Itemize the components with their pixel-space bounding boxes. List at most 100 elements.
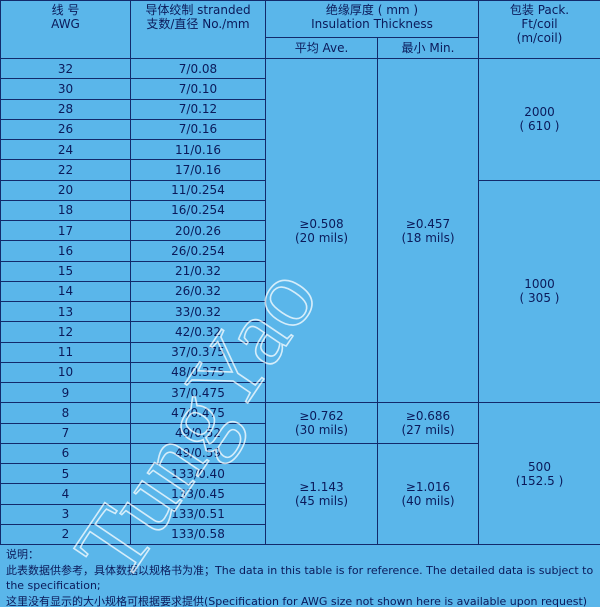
data-row: 9 37/0.475 [0,381,600,404]
cell-text: 9 [61,385,70,400]
cell-line: ≥0.686 [405,409,451,423]
stranded-cell: 33/0.32 [130,300,266,323]
stranded-cell: 20/0.26 [130,219,266,242]
cell-text: 6 [61,446,70,461]
cell-text: 37/0.475 [171,385,225,400]
cell-text: 10 [57,365,74,380]
cell-line: (18 mils) [401,230,455,245]
cell-line: 支数/直径 No./mm [146,17,250,31]
cell-line: ≥0.457 [405,216,451,231]
awg-cell: 24 [0,138,131,161]
cell-text: 16/0.254 [171,203,225,218]
cell-text: 7 [61,426,70,441]
cell-text: 49/0.52 [174,426,222,441]
data-row: 16 26/0.254 [0,240,600,262]
awg-cell: 5 [0,462,131,485]
awg-cell: 28 [0,98,131,120]
ave-cell: ≥0.508 (20 mils) [265,57,378,404]
cell-line: ( 305 ) [519,291,560,306]
data-row: 12 42/0.32 [0,321,600,343]
header-cell: 平均 Ave. [265,37,378,59]
cell-text: 42/0.32 [174,324,222,339]
stranded-cell: 17/0.16 [130,159,266,181]
cell-line: (45 mils) [294,493,349,508]
cell-text: 15 [57,264,74,279]
awg-cell: 3 [0,503,131,525]
stranded-cell: 7/0.16 [130,118,266,141]
cell-text: 7/0.08 [178,61,218,76]
data-row: 20 11/0.254 1000( 305 ) [0,179,600,404]
cell-text: 11/0.254 [171,183,225,198]
cell-line: 线 号 [51,3,80,17]
awg-cell: 16 [0,240,131,262]
data-row: 32 7/0.08 ≥0.508 (20 mils) ≥0.457 (18 mils) 20… [0,57,600,404]
cell-text: 24 [57,142,74,157]
cell-line: (30 mils) [294,423,349,437]
cell-line: ≥0.508 [299,216,344,231]
cell-line: 1000 [524,277,555,292]
data-row: 11 37/0.375 [0,341,600,363]
cell-text: 133/0.58 [171,527,225,542]
cell-text: 133/0.45 [171,486,225,501]
awg-cell: 26 [0,118,131,141]
cell-line: Insulation Thickness [311,17,433,31]
data-row: 14 26/0.32 [0,280,600,303]
cell-line: 导体绞制 stranded [145,3,251,17]
stranded-cell: 133/0.51 [130,503,266,525]
awg-cell: 10 [0,361,131,384]
cell-text: 26/0.32 [174,284,222,299]
cell-text: 7/0.12 [178,102,218,117]
pack-cell: 2000( 610 ) [478,58,600,181]
cell-text: 16 [57,243,74,258]
data-row: 24 11/0.16 [0,138,600,161]
cell-line: ≥1.143 [299,479,344,494]
cell-line: 包装 Pack. [509,3,570,17]
cell-line: ≥1.016 [405,479,451,494]
stranded-cell: 26/0.254 [130,240,266,262]
cell-text: 28 [57,102,74,117]
stranded-cell: 133/0.45 [130,483,266,505]
stranded-cell: 7/0.08 [130,57,266,80]
stranded-cell: 37/0.475 [130,381,266,404]
header-cell: 导体绞制 stranded 支数/直径 No./mm [130,0,266,59]
cell-text: 26 [57,122,74,137]
note-line: 说明： [6,548,39,561]
cell-line: (20 mils) [294,230,349,245]
cell-text: 26/0.254 [171,243,225,258]
cell-line: ( 610 ) [519,119,560,134]
cell-line: AWG [51,17,80,31]
stranded-cell: 133/0.40 [130,462,266,485]
min-cell: ≥0.686 (27 mils) [377,402,479,444]
cell-line: 2000 [524,105,555,120]
cell-text: 最小 Min. [401,41,455,55]
data-row: 18 16/0.254 [0,199,600,222]
cell-text: 49/0.59 [174,446,222,461]
awg-cell: 9 [0,381,131,404]
header-cell: 线 号 AWG [0,0,131,59]
ave-cell: ≥0.762 (30 mils) [265,402,378,444]
stranded-cell: 37/0.375 [130,341,266,363]
cell-line: (m/coil) [516,31,563,45]
data-row: 5 133/0.40 [0,462,600,485]
cell-text: 11 [57,345,74,360]
awg-cell: 22 [0,159,131,181]
cell-line: Ft/coil [521,17,558,31]
cell-text: 133/0.51 [171,507,225,522]
cell-text: 7/0.16 [178,122,218,137]
awg-cell: 11 [0,341,131,363]
awg-cell: 13 [0,300,131,323]
cell-line: (27 mils) [401,423,455,437]
note-line: 这里没有显示的大小规格可根据要求提供(Specification for AWG… [6,594,588,607]
cell-line: 绝缘厚度 ( mm ) [325,3,419,17]
header-row: 线 号 AWG 导体绞制 stranded 支数/直径 No./mm 绝缘厚度 ( mm… [0,0,600,59]
awg-cell: 6 [0,442,131,465]
stranded-cell: 26/0.32 [130,280,266,303]
awg-cell: 20 [0,179,131,201]
stranded-cell: 16/0.254 [130,199,266,222]
cell-text: 3 [61,507,70,522]
stranded-cell: 48/0.375 [130,361,266,384]
cell-text: 22 [57,162,74,177]
cell-text: 33/0.32 [174,304,222,319]
data-row: 6 49/0.59 ≥1.143 (45 mils) ≥1.016 (40 mils) [0,442,600,546]
pack-cell: 1000( 305 ) [478,179,600,404]
